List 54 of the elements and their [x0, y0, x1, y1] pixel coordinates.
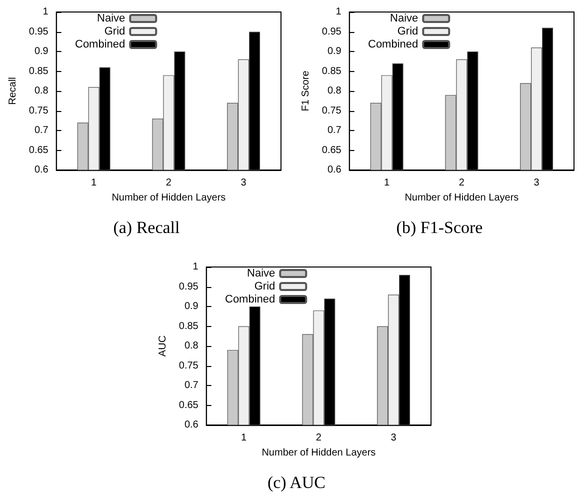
y-tick-label: 0.85 [322, 66, 342, 77]
text: (a) Recall [112, 218, 181, 238]
y-tick-label: 0.75 [28, 105, 49, 116]
x-tick-label: 3 [240, 178, 247, 188]
y-tick-label: 0.65 [322, 144, 342, 156]
y-tick-label: 0.8 [184, 340, 199, 352]
x-tick-label: 3 [390, 432, 397, 444]
x-axis-title: Number of Hidden Layers [262, 447, 376, 458]
legend-label: Grid [104, 26, 126, 38]
y-tick-label: 0.85 [28, 66, 49, 77]
y-tick-label: 0.85 [178, 320, 199, 332]
y-tick-label: 0.75 [322, 105, 342, 116]
x-tick-label: 1 [241, 432, 248, 444]
y-axis-title: F1 Score [300, 70, 312, 112]
y-tick-label: 0.6 [34, 164, 49, 176]
x-tick-label: 2 [458, 178, 465, 188]
y-tick-label: 0.75 [178, 360, 199, 372]
y-tick-label: 0.9 [184, 301, 199, 312]
y-axis-title: Recall [8, 77, 18, 105]
y-tick-label: 1 [42, 6, 49, 18]
legend-label: Naive [390, 12, 418, 24]
x-tick-label: 1 [384, 178, 390, 188]
y-tick-label: 0.9 [327, 46, 342, 57]
x-tick-label: 3 [534, 178, 540, 188]
y-tick-label: 0.65 [178, 400, 199, 411]
x-axis-title: Number of Hidden Layers [112, 192, 226, 204]
text: (b) F1-Score [395, 218, 484, 238]
y-tick-label: 0.7 [327, 125, 342, 136]
y-tick-label: 0.9 [34, 46, 49, 57]
legend-label: Naive [97, 12, 126, 24]
y-axis-title: AUC [158, 335, 168, 357]
legend-label: Grid [254, 280, 276, 292]
y-tick-label: 0.7 [34, 125, 49, 136]
y-tick-label: 0.8 [327, 86, 342, 96]
x-tick-label: 2 [316, 432, 322, 444]
legend-label: Combined [368, 38, 418, 50]
legend-label: Combined [75, 38, 126, 50]
y-tick-label: 0.95 [28, 26, 49, 38]
x-tick-label: 1 [91, 178, 98, 188]
legend-label: Naive [247, 268, 276, 280]
y-tick-label: 0.65 [28, 144, 49, 156]
text: (c) AUC [266, 473, 327, 493]
legend-label: Combined [225, 294, 276, 306]
x-tick-label: 2 [166, 178, 172, 188]
y-tick-label: 0.7 [184, 380, 199, 391]
x-axis-title: Number of Hidden Layers [404, 192, 519, 204]
legend-label: Grid [397, 26, 418, 38]
y-tick-label: 0.95 [178, 281, 199, 292]
y-tick-label: 0.8 [34, 86, 49, 96]
y-tick-label: 0.6 [184, 420, 199, 430]
y-tick-label: 0.6 [327, 164, 342, 176]
y-tick-label: 0.95 [322, 26, 342, 38]
y-tick-label: 1 [336, 6, 342, 18]
y-tick-label: 1 [192, 262, 199, 272]
